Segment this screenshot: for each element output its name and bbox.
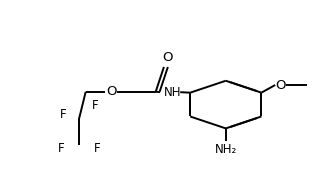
Text: F: F	[94, 142, 101, 155]
Text: O: O	[162, 51, 173, 64]
Text: O: O	[106, 85, 116, 98]
Text: O: O	[275, 79, 286, 92]
Text: NH: NH	[164, 86, 182, 99]
Text: F: F	[92, 98, 99, 112]
Text: F: F	[58, 142, 64, 155]
Text: NH₂: NH₂	[215, 143, 237, 156]
Text: F: F	[59, 108, 66, 121]
